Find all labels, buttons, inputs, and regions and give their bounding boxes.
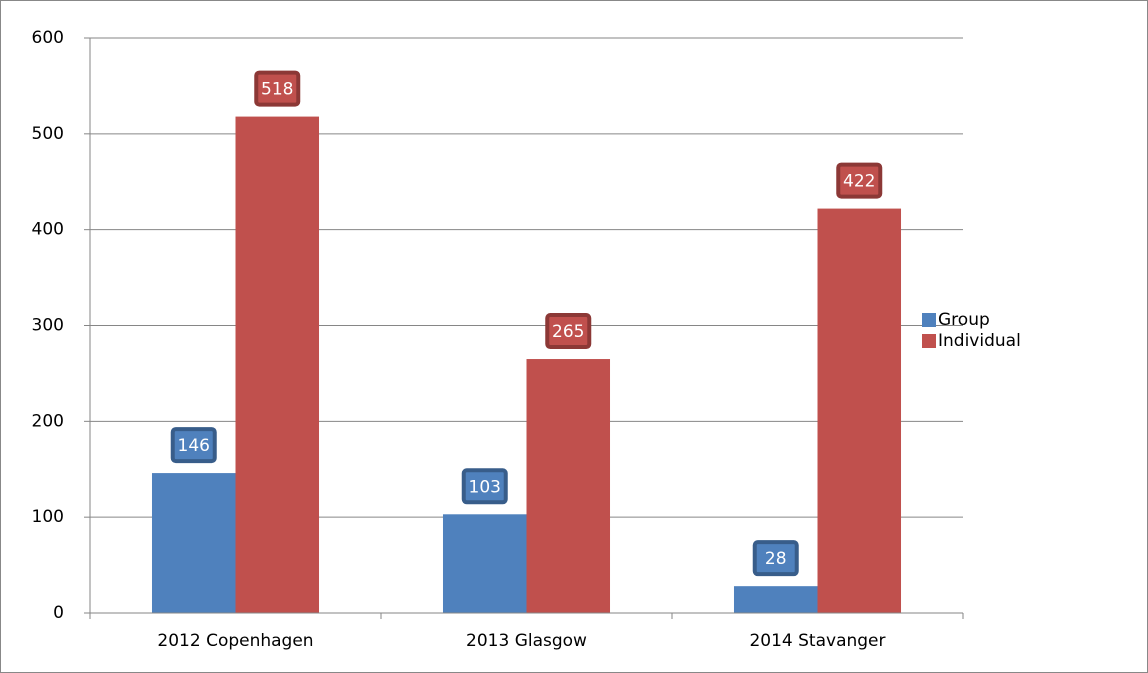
legend-label: Group: [938, 310, 990, 330]
legend-label: Individual: [938, 331, 1021, 351]
y-tick-label: 0: [53, 603, 64, 623]
data-label-box: [254, 70, 301, 107]
x-tick-label: 2012 Copenhagen: [157, 631, 313, 651]
data-label-box: [545, 313, 592, 350]
y-tick-label: 600: [32, 28, 64, 48]
data-label-box: [836, 162, 883, 199]
bar: [733, 586, 818, 613]
data-label-box: [752, 540, 799, 577]
data-label: 28: [765, 549, 787, 569]
data-label: 422: [843, 172, 875, 192]
data-label-box: [461, 468, 508, 505]
bar: [151, 473, 236, 613]
legend-swatch: [922, 334, 936, 348]
bar: [235, 116, 320, 613]
bar: [817, 208, 902, 614]
data-label: 265: [552, 322, 584, 342]
x-tick-label: 2014 Stavanger: [749, 631, 885, 651]
legend-swatch: [922, 313, 936, 327]
y-tick-label: 100: [32, 507, 64, 527]
y-tick-label: 300: [32, 316, 64, 336]
data-label: 146: [178, 436, 210, 456]
x-tick-label: 2013 Glasgow: [466, 631, 587, 651]
data-label: 518: [261, 80, 293, 100]
data-label-box: [170, 427, 217, 464]
y-tick-label: 200: [32, 411, 64, 431]
y-tick-label: 500: [32, 124, 64, 144]
y-tick-label: 400: [32, 220, 64, 240]
bar: [442, 514, 527, 613]
data-label: 103: [469, 477, 501, 497]
bar: [526, 359, 611, 613]
